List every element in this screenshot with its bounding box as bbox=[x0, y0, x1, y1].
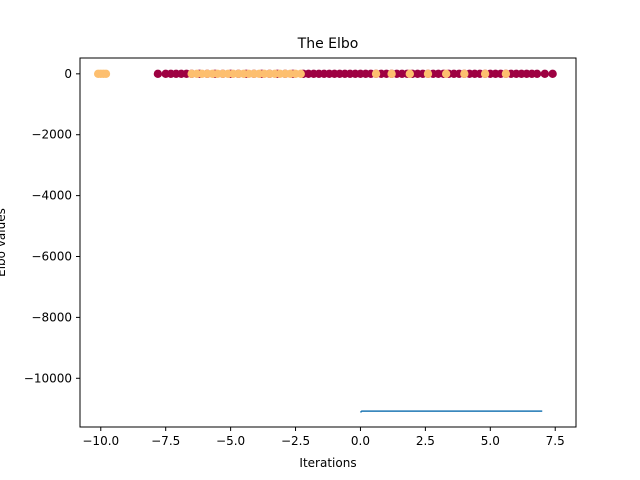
scatter-point bbox=[480, 69, 490, 79]
series-line bbox=[359, 410, 543, 413]
scatter-point bbox=[296, 69, 305, 79]
scatter-point bbox=[423, 69, 433, 79]
y-tick-label: −4000 bbox=[31, 189, 72, 203]
x-tick-label: −5.0 bbox=[216, 434, 245, 448]
x-tick-label: −10.0 bbox=[82, 434, 119, 448]
x-tick-label: 5.0 bbox=[481, 434, 500, 448]
x-tick-label: −7.5 bbox=[151, 434, 180, 448]
x-tick-label: 7.5 bbox=[546, 434, 565, 448]
x-axis-title: Iterations bbox=[299, 456, 356, 470]
data-layer bbox=[93, 69, 557, 413]
scatter-point bbox=[387, 69, 396, 79]
chart-title: The Elbo bbox=[297, 36, 359, 52]
scatter-point bbox=[460, 69, 469, 79]
y-axis-title: Elbo values bbox=[0, 208, 8, 277]
scatter-point bbox=[405, 69, 415, 79]
scatter-point bbox=[532, 69, 542, 79]
scatter-point bbox=[548, 69, 557, 79]
y-tick-label: −8000 bbox=[31, 310, 72, 324]
scatter-point bbox=[540, 69, 550, 79]
scatter-point bbox=[501, 69, 511, 79]
axes-frame bbox=[79, 57, 577, 428]
axes: −10.0 −7.5 −5.0 −2.5 0.0 2.5 5.0 7.5 0 −2000 −4000… bbox=[24, 57, 577, 448]
scatter-point bbox=[101, 69, 111, 79]
scatter-point bbox=[441, 69, 451, 79]
y-tick-label: 0 bbox=[64, 67, 72, 81]
y-tick-label: −2000 bbox=[31, 128, 72, 142]
y-tick-label: −10000 bbox=[24, 371, 72, 385]
scatter-point bbox=[371, 69, 381, 79]
x-tick-label: −2.5 bbox=[281, 434, 310, 448]
scatter-point bbox=[153, 69, 163, 79]
y-tick-label: −6000 bbox=[31, 250, 72, 264]
x-tick-label: 2.5 bbox=[416, 434, 435, 448]
x-tick-label: 0.0 bbox=[351, 434, 370, 448]
plot-area bbox=[93, 69, 557, 413]
